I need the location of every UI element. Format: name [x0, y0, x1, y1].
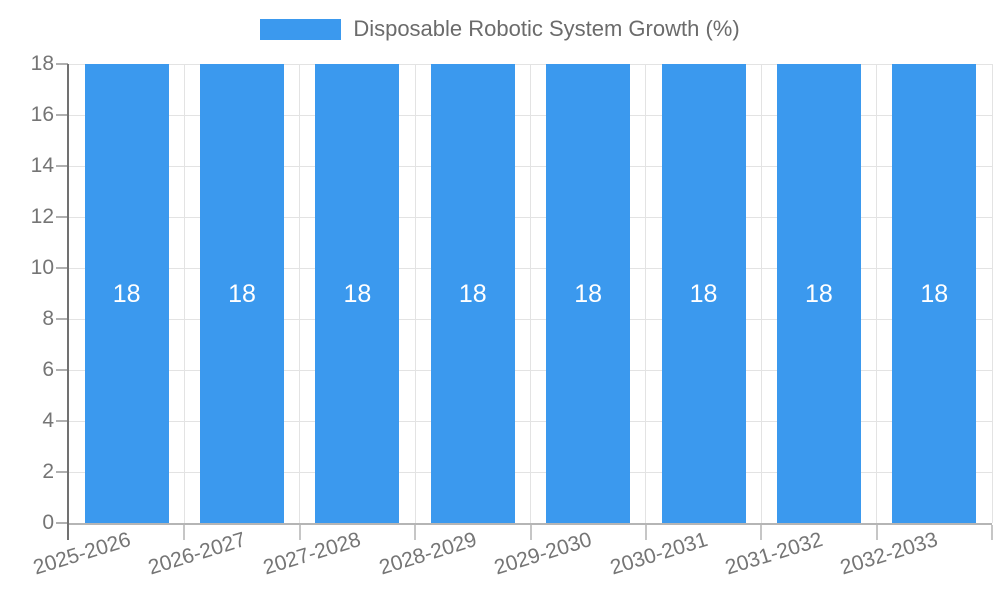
y-axis-tick: [56, 114, 68, 116]
y-axis-tick-label: 6: [42, 358, 54, 381]
y-axis-line: [67, 64, 69, 540]
legend-item[interactable]: Disposable Robotic System Growth (%): [260, 16, 740, 42]
x-gridline: [991, 64, 993, 523]
x-gridline: [530, 64, 531, 523]
x-axis-tick: [760, 525, 763, 540]
x-axis-tick: [991, 525, 993, 540]
y-axis-tick-label: 10: [30, 256, 54, 279]
bar-value-label: 18: [458, 279, 487, 308]
y-axis-tick: [56, 471, 68, 473]
y-axis-tick-label: 8: [42, 307, 54, 330]
y-axis-tick-label: 18: [30, 52, 54, 75]
x-gridline: [760, 64, 762, 523]
bar[interactable]: [430, 64, 515, 523]
x-gridline: [645, 64, 647, 523]
bar[interactable]: [315, 64, 400, 523]
y-axis-tick: [56, 369, 68, 371]
y-axis-tick-label: 0: [42, 511, 54, 534]
y-axis-tick: [56, 318, 68, 320]
bar-value-label: 18: [805, 279, 833, 308]
bar-value-label: 18: [920, 279, 949, 308]
x-gridline: [876, 64, 878, 523]
y-axis-tick-label: 2: [42, 460, 54, 483]
legend-series-label: Disposable Robotic System Growth (%): [353, 16, 740, 41]
y-axis-tick-label: 4: [42, 409, 54, 432]
y-axis-tick: [56, 216, 68, 218]
y-axis-tick: [56, 522, 68, 524]
x-axis-tick: [644, 525, 647, 540]
bar[interactable]: [84, 64, 169, 523]
x-gridline: [183, 64, 185, 523]
x-axis-tick: [183, 525, 186, 540]
bar-value-label: 18: [574, 279, 603, 308]
bar-value-label: 18: [343, 279, 372, 308]
chart-legend: Disposable Robotic System Growth (%): [0, 16, 1000, 42]
x-axis-tick: [875, 525, 878, 540]
bar-value-label: 18: [689, 279, 718, 308]
bar[interactable]: [200, 64, 285, 523]
bar[interactable]: [892, 64, 977, 523]
x-gridline: [299, 64, 301, 523]
y-axis-tick-label: 16: [30, 103, 54, 126]
legend-swatch: [260, 18, 342, 40]
x-axis-tick: [414, 525, 417, 540]
bar[interactable]: [546, 64, 631, 523]
bar-value-label: 18: [112, 279, 141, 308]
y-axis-tick: [56, 420, 68, 422]
x-axis-tick: [529, 525, 532, 540]
bar-value-label: 18: [228, 279, 256, 308]
x-axis-baseline: [69, 523, 992, 525]
x-axis-tick: [298, 525, 301, 540]
y-axis-tick: [56, 267, 68, 269]
x-gridline: [414, 64, 416, 523]
y-axis-tick: [56, 63, 68, 65]
bar[interactable]: [776, 64, 861, 523]
y-axis-tick-label: 14: [30, 154, 54, 177]
y-axis-tick-label: 12: [30, 205, 54, 228]
y-axis-tick: [56, 165, 68, 167]
bar[interactable]: [661, 64, 746, 523]
